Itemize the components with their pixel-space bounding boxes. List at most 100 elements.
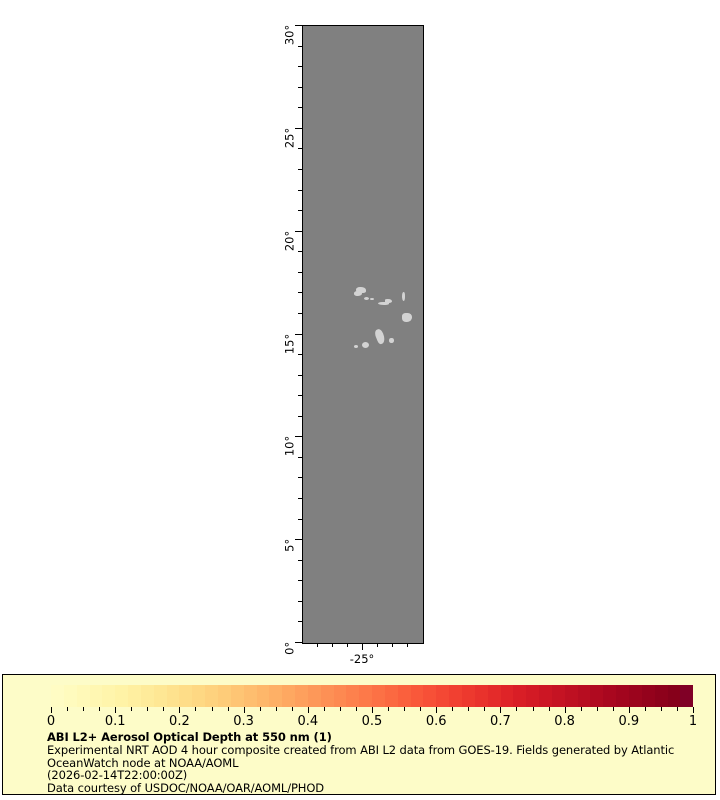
longitude-tick-label: -25°: [349, 652, 375, 666]
colorbar-major-tick: [693, 707, 694, 713]
latitude-minor-tick: [298, 189, 302, 191]
colorbar-segment: [449, 685, 462, 707]
colorbar-segment: [140, 685, 154, 707]
latitude-minor-tick: [298, 415, 302, 417]
latitude-minor-tick: [298, 251, 302, 253]
latitude-minor-tick: [298, 621, 302, 623]
latitude-tick-label: 5°: [282, 538, 297, 552]
latitude-major-tick: [295, 539, 302, 541]
colorbar-segment: [526, 685, 540, 707]
island-boa-vista: [402, 313, 412, 322]
colorbar-minor-tick: [355, 707, 357, 711]
colorbar-wrap[interactable]: [51, 685, 694, 707]
colorbar-minor-tick: [516, 707, 518, 711]
latitude-major-tick: [295, 436, 302, 438]
colorbar-tick-label: 0.1: [104, 714, 126, 729]
latitude-minor-tick: [298, 45, 302, 47]
colorbar-minor-tick: [99, 707, 101, 711]
colorbar-segment: [628, 685, 642, 707]
latitude-minor-tick: [298, 456, 302, 458]
colorbar-segment: [384, 685, 398, 707]
colorbar-minor-tick: [548, 707, 550, 711]
colorbar-minor-tick: [612, 707, 614, 711]
island-sal: [402, 292, 405, 301]
colorbar-segment: [654, 685, 668, 707]
latitude-minor-tick: [298, 86, 302, 88]
colorbar-minor-tick: [388, 707, 390, 711]
latitude-minor-tick: [298, 580, 302, 582]
latitude-major-tick: [295, 333, 302, 335]
colorbar-segment: [500, 685, 514, 707]
colorbar-segment: [616, 685, 629, 707]
colorbar-minor-tick: [484, 707, 486, 711]
latitude-minor-tick: [298, 498, 302, 500]
colorbar-segment: [462, 685, 475, 707]
colorbar-segment: [346, 685, 360, 707]
colorbar-segment: [115, 685, 129, 707]
island-fogo: [362, 342, 369, 348]
colorbar-tick-label: 0.3: [233, 714, 254, 729]
colorbar-segment: [320, 685, 334, 707]
colorbar-minor-tick: [211, 707, 213, 711]
longitude-minor-tick: [407, 643, 408, 647]
latitude-major-tick: [295, 25, 302, 26]
latitude-minor-tick: [298, 271, 302, 273]
longitude-minor-tick: [332, 643, 333, 647]
legend-text-block: ABI L2+ Aerosol Optical Depth at 550 nm …: [47, 731, 707, 794]
colorbar-segment: [153, 685, 167, 707]
colorbar-segment: [667, 685, 681, 707]
latitude-tick-label: 15°: [282, 333, 297, 354]
latitude-tick-label: 30°: [282, 24, 297, 46]
legend-timestamp: (2026-02-14T22:00:00Z): [47, 768, 188, 783]
colorbar-segment: [372, 685, 385, 707]
colorbar-major-tick: [307, 707, 309, 713]
colorbar-segment: [76, 685, 90, 707]
colorbar-segment: [307, 685, 321, 707]
colorbar-segment: [474, 685, 488, 707]
colorbar-minor-tick: [67, 707, 69, 711]
island-sao-nicolau: [378, 302, 389, 305]
colorbar-segment: [577, 685, 591, 707]
colorbar-major-tick: [115, 707, 117, 713]
colorbar-segment: [89, 685, 103, 707]
island-santo-antao: [356, 287, 366, 293]
legend-panel: 0 0.1 0.2 0.3 0.4 0.5 0.6 0.7 0.8 0.9 1 ABI L2+ Ae…: [2, 674, 716, 795]
colorbar-segment: [102, 685, 116, 707]
colorbar-segment: [410, 685, 424, 707]
colorbar-major-tick: [372, 707, 373, 713]
latitude-minor-tick: [298, 559, 302, 561]
colorbar-segment: [282, 685, 296, 707]
legend-line-1: Experimental NRT AOD 4 hour composite cr…: [47, 743, 675, 757]
latitude-minor-tick: [298, 312, 302, 314]
colorbar-major-tick: [564, 707, 566, 713]
colorbar-tick-label: 0.6: [425, 714, 447, 729]
colorbar-minor-tick: [404, 707, 406, 711]
latitude-tick-label: 0°: [282, 641, 297, 655]
colorbar-segment: [436, 685, 450, 707]
colorbar-minor-tick: [163, 707, 165, 711]
latitude-minor-tick: [298, 600, 302, 602]
latitude-minor-tick: [298, 395, 302, 397]
colorbar-segment: [63, 685, 77, 707]
island-santo-antao-b: [354, 291, 362, 296]
map-plot-area[interactable]: [302, 25, 424, 644]
colorbar-minor-tick: [532, 707, 534, 711]
colorbar[interactable]: [51, 685, 694, 707]
colorbar-minor-tick: [468, 707, 470, 711]
island-santa-luzia: [370, 298, 374, 300]
colorbar-minor-tick: [452, 707, 454, 711]
colorbar-minor-tick: [147, 707, 149, 711]
colorbar-segment: [603, 685, 617, 707]
colorbar-segment: [551, 685, 565, 707]
island-brava: [354, 345, 358, 348]
latitude-major-tick: [295, 230, 302, 232]
colorbar-segment: [256, 685, 270, 707]
latitude-major-tick: [295, 642, 302, 643]
colorbar-major-tick: [179, 707, 181, 713]
colorbar-tick-label: 0.5: [361, 714, 383, 729]
colorbar-tick-label: 0.2: [169, 714, 190, 729]
latitude-minor-tick: [298, 354, 302, 356]
colorbar-tick-label: 0.4: [297, 714, 319, 729]
colorbar-segment: [269, 685, 283, 707]
latitude-minor-tick: [298, 518, 302, 520]
